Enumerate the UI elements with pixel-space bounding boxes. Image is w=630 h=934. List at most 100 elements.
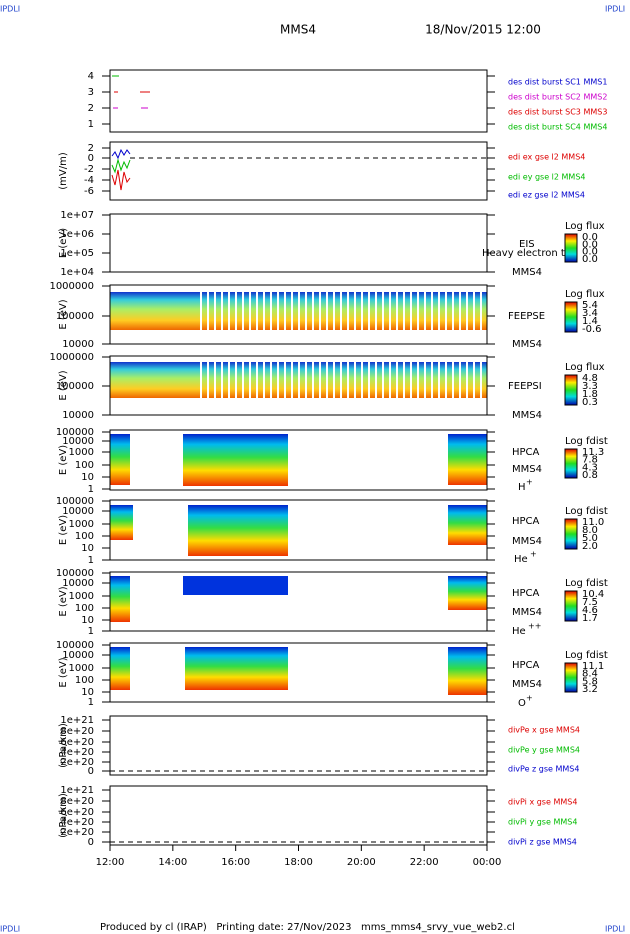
y-tick-label: 4e+20 bbox=[60, 747, 94, 758]
y-tick-label: 1e+21 bbox=[60, 715, 94, 726]
y-tick-label: 1e+06 bbox=[60, 229, 94, 240]
y-tick-label: 1000 bbox=[69, 519, 94, 530]
y-tick-label: 4 bbox=[88, 71, 94, 82]
instrument: HPCA bbox=[512, 447, 540, 458]
panel-frame bbox=[109, 499, 488, 561]
x-tick-label: 00:00 bbox=[473, 857, 502, 868]
colorbar-label: 5.4 bbox=[582, 300, 598, 311]
y-tick-label: 1e+21 bbox=[60, 785, 94, 796]
colorbar-label: 1.7 bbox=[582, 613, 598, 624]
panel-frame bbox=[109, 715, 488, 776]
y-tick-label: 100000 bbox=[56, 311, 94, 322]
y-tick-label: 10 bbox=[81, 687, 94, 698]
x-tick-label: 14:00 bbox=[158, 857, 187, 868]
species-charge: + bbox=[526, 694, 533, 703]
colorbar-label: 5.8 bbox=[582, 676, 598, 687]
instrument: EIS bbox=[519, 239, 535, 250]
colorbar-label: 1.4 bbox=[582, 316, 598, 327]
colorbar-title: Log fdist bbox=[565, 436, 608, 447]
y-tick-label: 4e+20 bbox=[60, 817, 94, 828]
colorbar-label: 3.3 bbox=[582, 381, 598, 392]
colorbar-label: 0.3 bbox=[582, 397, 598, 408]
note: Heavy electron to bbox=[482, 248, 571, 259]
species-charge: ++ bbox=[528, 622, 541, 631]
legend-entry: divPe x gse MMS4 bbox=[508, 726, 580, 735]
y-label: E (eV) bbox=[58, 445, 69, 475]
species: O bbox=[518, 698, 526, 709]
y-tick-label: 100 bbox=[75, 531, 94, 542]
legend-entry: edi ey gse l2 MMS4 bbox=[508, 173, 586, 182]
panel-frame bbox=[109, 429, 488, 491]
y-tick-label: 10 bbox=[81, 615, 94, 626]
y-tick-label: 1 bbox=[88, 697, 94, 708]
species: He bbox=[512, 626, 526, 637]
y-tick-label: 6e+20 bbox=[60, 807, 94, 818]
colorbar-title: Log flux bbox=[565, 362, 605, 373]
footer: Produced by cl (IRAP) Printing date: 27/… bbox=[100, 922, 515, 933]
legend-entry: des dist burst SC2 MMS2 bbox=[508, 93, 607, 102]
y-label: E (eV) bbox=[58, 228, 69, 258]
colorbar bbox=[564, 301, 578, 333]
colorbar-title: Log fdist bbox=[565, 578, 608, 589]
colorbar-title: Log flux bbox=[565, 221, 605, 232]
tag: IPDLI bbox=[605, 925, 625, 934]
instrument: HPCA bbox=[512, 516, 540, 527]
species: He bbox=[514, 554, 528, 565]
spacecraft: MMS4 bbox=[512, 536, 542, 547]
y-tick-label: 1000 bbox=[69, 591, 94, 602]
legend-entry: edi ez gse l2 MMS4 bbox=[508, 191, 585, 200]
y-tick-label: 10000 bbox=[62, 436, 94, 447]
spacecraft: MMS4 bbox=[512, 267, 542, 278]
spectra bbox=[110, 75, 487, 843]
y-tick-label: 1 bbox=[88, 484, 94, 495]
legend-entry: divPe y gse MMS4 bbox=[508, 746, 580, 755]
panel-frame bbox=[109, 141, 488, 201]
tag: IPDLI bbox=[0, 925, 20, 934]
colorbar-label: 8.0 bbox=[582, 525, 598, 536]
colorbar-label: 7.8 bbox=[582, 455, 598, 466]
colorbar bbox=[564, 233, 578, 263]
legend-entry: des dist burst SC4 MMS4 bbox=[508, 123, 607, 132]
tag: IPDLI bbox=[605, 5, 625, 14]
panel-frame bbox=[109, 213, 488, 273]
y-tick-label: 100000 bbox=[56, 496, 94, 507]
y-tick-label: 8e+20 bbox=[60, 796, 94, 807]
title: MMS4 bbox=[280, 23, 316, 37]
y-label: E (eV) bbox=[58, 586, 69, 616]
colorbar-label: 11.1 bbox=[582, 661, 604, 672]
y-tick-label: 100000 bbox=[56, 427, 94, 438]
y-label: E (eV) bbox=[58, 299, 69, 329]
instrument: FEEPSE bbox=[508, 311, 545, 322]
legend-entry: divPi x gse MMS4 bbox=[508, 798, 577, 807]
y-tick-label: 100 bbox=[75, 675, 94, 686]
colorbar bbox=[564, 518, 578, 550]
colorbar-label: 8.4 bbox=[582, 669, 598, 680]
colorbar bbox=[564, 590, 578, 622]
colorbar-label: 11.3 bbox=[582, 447, 604, 458]
colorbar-label: 5.0 bbox=[582, 533, 598, 544]
y-tick-label: 1e+07 bbox=[60, 210, 94, 221]
colorbar-label: 0.0 bbox=[582, 254, 598, 265]
legend-entry: divPi y gse MMS4 bbox=[508, 818, 577, 827]
y-tick-label: 1 bbox=[88, 119, 94, 130]
species-charge: + bbox=[530, 550, 537, 559]
panel-frame bbox=[109, 284, 488, 345]
y-tick-label: 2e+20 bbox=[60, 827, 94, 838]
colorbar-label: 10.4 bbox=[582, 589, 604, 600]
x-tick-label: 18:00 bbox=[284, 857, 313, 868]
x-tick-label: 12:00 bbox=[96, 857, 125, 868]
y-tick-label: 10 bbox=[81, 543, 94, 554]
y-tick-label: 2e+20 bbox=[60, 757, 94, 768]
x-tick-label: 22:00 bbox=[410, 857, 439, 868]
colorbar bbox=[564, 448, 578, 479]
panel-frame bbox=[109, 642, 488, 703]
colorbar-label: 4.8 bbox=[582, 373, 598, 384]
y-tick-label: 100000 bbox=[56, 381, 94, 392]
x-tick-label: 20:00 bbox=[347, 857, 376, 868]
y-tick-label: -4 bbox=[84, 175, 94, 186]
colorbar-label: 7.5 bbox=[582, 597, 598, 608]
y-tick-label: 0 bbox=[88, 766, 94, 777]
y-tick-label: 2 bbox=[88, 103, 94, 114]
spacecraft: MMS4 bbox=[512, 607, 542, 618]
colorbar-title: Log flux bbox=[565, 289, 605, 300]
